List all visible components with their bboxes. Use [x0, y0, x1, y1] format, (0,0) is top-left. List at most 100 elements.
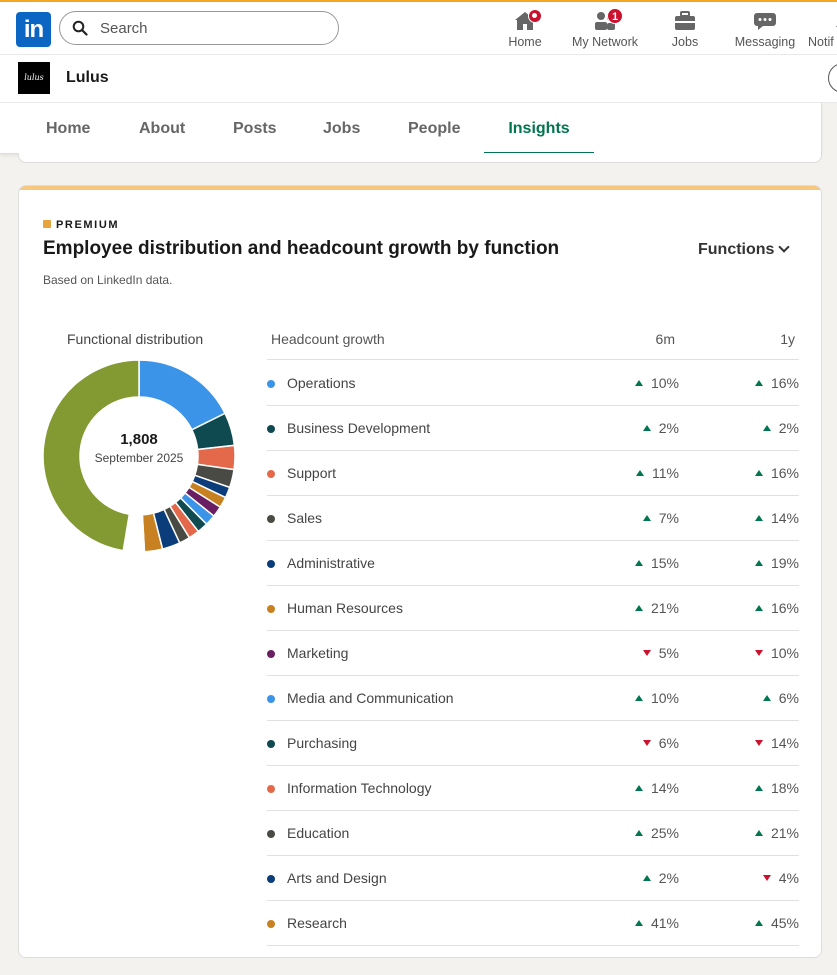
triangle-up-icon	[754, 605, 763, 611]
global-nav: in Home 1 My Network Jobs Messaging	[0, 0, 837, 55]
nav-label: Messaging	[734, 35, 796, 49]
table-row[interactable]: Media and Communication 10% 6%	[267, 676, 799, 721]
function-name: Arts and Design	[287, 870, 387, 886]
growth-6m-value: 11%	[652, 465, 679, 481]
triangle-down-icon	[762, 875, 771, 881]
function-color-dot	[267, 830, 275, 838]
total-employees: 1,808	[120, 431, 158, 448]
table-row[interactable]: Sales 7% 14%	[267, 496, 799, 541]
table-row[interactable]: Education 25% 21%	[267, 811, 799, 856]
triangle-up-icon	[642, 875, 651, 881]
growth-6m-value: 10%	[650, 690, 679, 706]
nav-notifications[interactable]: Notif	[808, 6, 837, 54]
table-row[interactable]: Business Development 2% 2%	[267, 406, 799, 451]
triangle-up-icon	[634, 830, 643, 836]
nav-label: Jobs	[671, 35, 699, 49]
table-row[interactable]: Information Technology 14% 18%	[267, 766, 799, 811]
table-row[interactable]: Arts and Design 2% 4%	[267, 856, 799, 901]
growth-1y-value: 14%	[770, 510, 799, 526]
function-color-dot	[267, 785, 275, 793]
nav-label: My Network	[572, 35, 638, 49]
triangle-down-icon	[642, 740, 651, 746]
growth-1y: 16%	[754, 600, 799, 616]
briefcase-icon	[675, 11, 695, 30]
home-notification-dot	[528, 9, 542, 23]
table-row[interactable]: Human Resources 21% 16%	[267, 586, 799, 631]
chevron-down-icon	[778, 241, 791, 253]
growth-6m: 10%	[634, 690, 679, 706]
function-name: Information Technology	[287, 780, 432, 796]
distribution-date: September 2025	[94, 451, 184, 465]
table-row[interactable]: Operations 10% 16%	[267, 361, 799, 406]
table-row[interactable]: Marketing 5% 10%	[267, 631, 799, 676]
follow-button[interactable]	[828, 63, 837, 93]
donut-slice[interactable]	[43, 360, 140, 552]
growth-6m: 6%	[642, 735, 679, 751]
growth-6m-value: 14%	[650, 780, 679, 796]
functions-dropdown[interactable]: Functions	[698, 241, 791, 259]
growth-6m-value: 6%	[658, 735, 679, 751]
function-name: Operations	[287, 375, 356, 391]
growth-1y-value: 16%	[770, 600, 799, 616]
growth-6m: 15%	[634, 555, 679, 571]
triangle-up-icon	[754, 380, 763, 386]
function-name: Sales	[287, 510, 323, 526]
growth-1y: 16%	[754, 465, 799, 481]
table-row[interactable]: Purchasing 6% 14%	[267, 721, 799, 766]
triangle-up-icon	[634, 560, 643, 566]
growth-1y: 45%	[754, 915, 799, 931]
growth-1y: 14%	[754, 735, 799, 751]
growth-6m-value: 10%	[650, 375, 679, 391]
growth-1y: 16%	[754, 375, 799, 391]
table-row[interactable]: Research 41% 45%	[267, 901, 799, 946]
table-row[interactable]: Administrative 15% 19%	[267, 541, 799, 586]
growth-1y: 14%	[754, 510, 799, 526]
network-icon	[595, 12, 615, 30]
growth-6m: 14%	[634, 780, 679, 796]
distribution-donut-chart	[43, 360, 235, 552]
search-bar[interactable]	[59, 11, 339, 45]
nav-my-network[interactable]: 1 My Network	[568, 6, 642, 54]
messaging-icon	[754, 13, 776, 30]
premium-icon	[43, 220, 51, 228]
tab-about[interactable]: About	[139, 120, 186, 137]
growth-1y: 19%	[754, 555, 799, 571]
function-name: Business Development	[287, 420, 431, 436]
tab-insights[interactable]: Insights	[484, 103, 594, 154]
nav-jobs[interactable]: Jobs	[660, 6, 710, 54]
company-bar: lulus Lulus	[0, 55, 837, 103]
function-name: Human Resources	[287, 600, 403, 616]
previous-card-edge	[18, 153, 822, 163]
triangle-up-icon	[754, 560, 763, 566]
growth-6m: 2%	[642, 870, 679, 886]
growth-6m: 7%	[642, 510, 679, 526]
function-name: Media and Communication	[287, 690, 454, 706]
linkedin-logo[interactable]: in	[16, 12, 51, 47]
col-6m: 6m	[655, 331, 675, 347]
growth-6m: 2%	[642, 420, 679, 436]
company-name[interactable]: Lulus	[66, 69, 109, 86]
growth-1y-value: 16%	[770, 465, 799, 481]
function-color-dot	[267, 560, 275, 568]
nav-home[interactable]: Home	[500, 6, 550, 54]
tab-posts[interactable]: Posts	[233, 120, 277, 137]
triangle-up-icon	[634, 785, 643, 791]
premium-label: PREMIUM	[43, 219, 119, 231]
function-color-dot	[267, 380, 275, 388]
premium-stripe	[19, 186, 821, 190]
nav-messaging[interactable]: Messaging	[732, 6, 798, 54]
card-subtitle: Based on LinkedIn data.	[43, 273, 173, 287]
tab-home[interactable]: Home	[46, 120, 91, 137]
tab-people[interactable]: People	[408, 120, 461, 137]
function-color-dot	[267, 650, 275, 658]
table-row[interactable]: Support 11% 16%	[267, 451, 799, 496]
distribution-label: Functional distribution	[67, 331, 204, 347]
company-logo[interactable]: lulus	[18, 62, 50, 94]
nav-label: Home	[508, 35, 542, 49]
tab-jobs[interactable]: Jobs	[323, 120, 361, 137]
search-icon	[72, 20, 88, 36]
growth-6m-value: 7%	[658, 510, 679, 526]
growth-6m-value: 5%	[658, 645, 679, 661]
search-input[interactable]	[100, 18, 320, 38]
col-headcount-growth: Headcount growth	[271, 331, 385, 347]
